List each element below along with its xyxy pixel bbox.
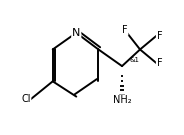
Text: F: F: [122, 25, 128, 35]
Text: &1: &1: [130, 57, 140, 63]
Text: N: N: [72, 28, 80, 38]
Text: Cl: Cl: [21, 94, 31, 104]
Text: F: F: [157, 58, 162, 68]
Text: NH₂: NH₂: [113, 95, 131, 105]
Text: F: F: [157, 31, 162, 41]
